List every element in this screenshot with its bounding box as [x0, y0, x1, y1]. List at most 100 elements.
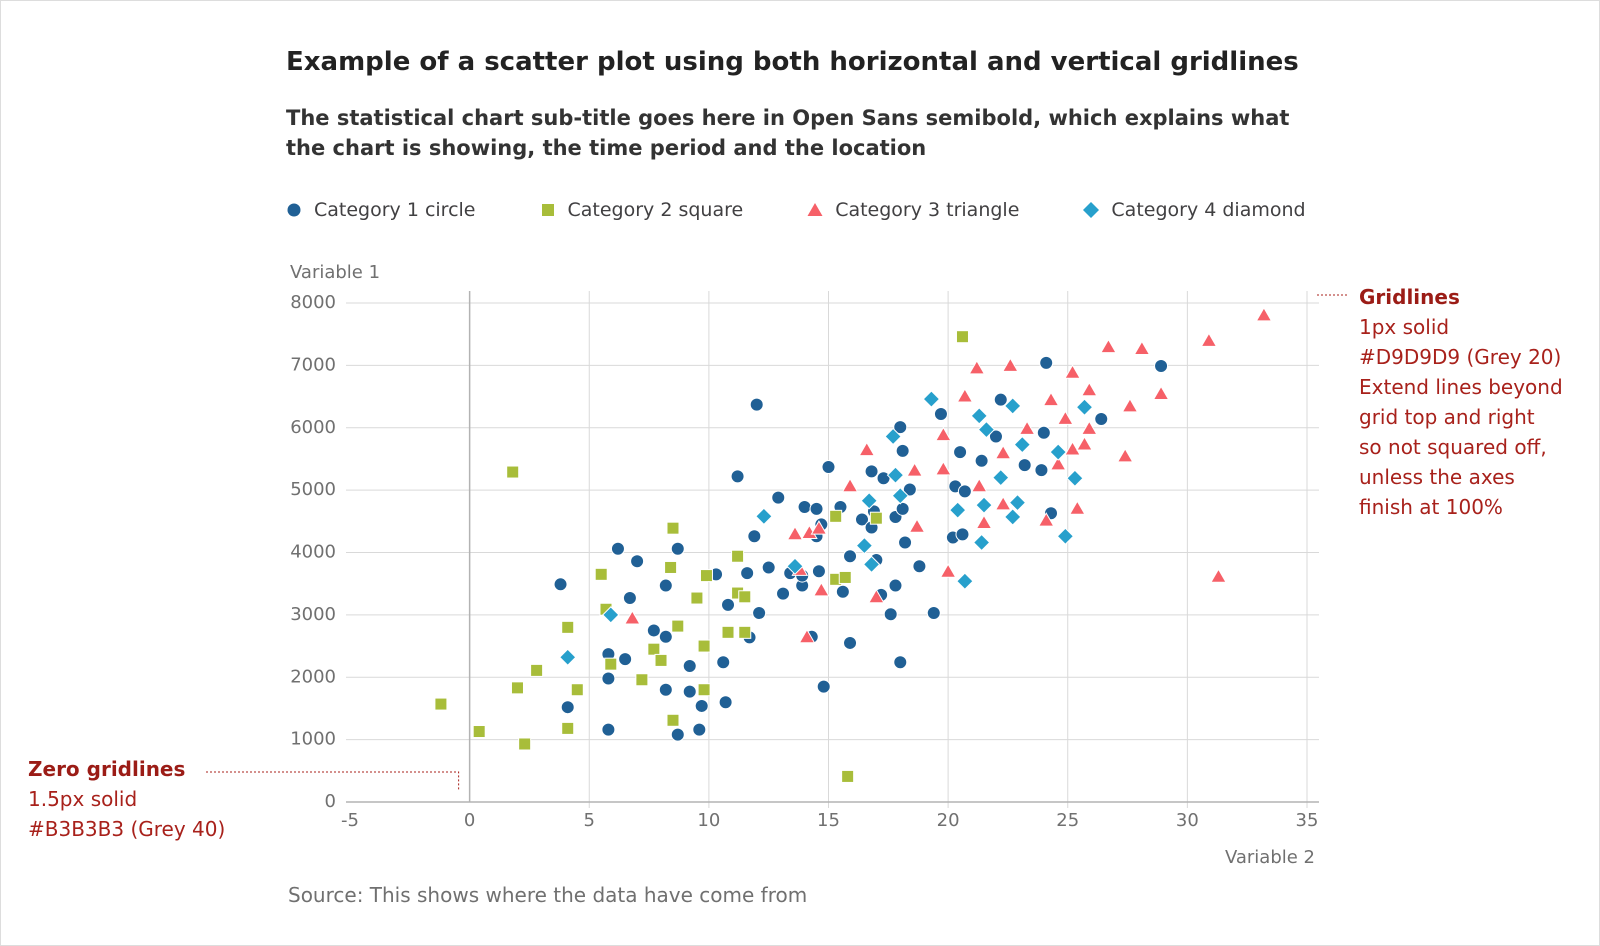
point	[953, 445, 968, 460]
point	[843, 549, 858, 564]
x-tick-label: 0	[464, 810, 475, 831]
legend-marker	[807, 203, 823, 216]
point	[1036, 425, 1051, 440]
point	[934, 426, 952, 442]
point	[553, 577, 568, 592]
point	[902, 482, 917, 497]
point	[786, 557, 804, 575]
note-line: #D9D9D9 (Grey 20)	[1359, 345, 1562, 369]
x-axis-label: Variable 2	[1225, 847, 1315, 868]
point	[1056, 527, 1075, 545]
point	[658, 682, 673, 697]
point	[797, 499, 812, 514]
point	[933, 407, 948, 422]
point	[1042, 391, 1060, 407]
point	[771, 490, 786, 505]
point	[610, 541, 625, 556]
point	[810, 520, 828, 535]
point	[738, 590, 752, 604]
point	[883, 607, 898, 622]
point	[888, 578, 903, 593]
point	[893, 655, 908, 670]
point	[694, 698, 709, 713]
point	[1076, 435, 1093, 451]
note-line: so not squared off,	[1359, 435, 1547, 459]
point	[1001, 357, 1019, 372]
note-line: grid top and right	[1359, 405, 1535, 429]
point	[977, 420, 996, 439]
point	[287, 203, 301, 217]
point	[716, 655, 731, 670]
x-tick-label: 20	[937, 810, 960, 831]
point	[721, 625, 735, 639]
point	[1075, 398, 1094, 416]
y-tick-label: 8000	[290, 292, 336, 313]
point	[1004, 508, 1022, 526]
point	[1116, 447, 1134, 463]
point	[884, 427, 902, 446]
x-tick-label: -5	[341, 810, 359, 831]
point	[975, 514, 993, 530]
y-tick-label: 7000	[290, 354, 336, 375]
point	[472, 725, 486, 739]
chart-subtitle: The statistical chart sub-title goes her…	[286, 106, 1290, 160]
point	[1037, 512, 1055, 527]
point	[855, 536, 874, 555]
point	[692, 722, 707, 737]
point	[838, 570, 852, 584]
point	[939, 563, 957, 578]
point	[955, 527, 970, 542]
point	[747, 529, 762, 544]
point	[786, 525, 804, 541]
point	[699, 569, 713, 583]
point	[664, 560, 678, 574]
y-tick-label: 0	[325, 791, 336, 812]
note-line: 1px solid	[1359, 315, 1450, 339]
x-tick-label: 30	[1176, 810, 1199, 831]
legend-marker	[1083, 202, 1100, 218]
point	[811, 564, 826, 579]
point	[635, 673, 649, 687]
point	[934, 460, 952, 476]
point	[869, 511, 883, 525]
point	[670, 727, 685, 742]
note-line: Extend lines beyond	[1359, 375, 1563, 399]
point	[821, 460, 836, 475]
point	[618, 652, 633, 667]
point	[721, 597, 736, 612]
point	[988, 429, 1003, 444]
point	[670, 541, 685, 556]
point	[974, 453, 989, 468]
y-tick-label: 6000	[290, 417, 336, 438]
legend-item: Category 3 triangle	[805, 199, 1019, 221]
legend-label: Category 2 square	[567, 199, 744, 221]
point	[1133, 340, 1151, 356]
gridlines-note: Gridlines 1px solid #D9D9D9 (Grey 20) Exten…	[1359, 282, 1563, 522]
y-tick-label: 4000	[290, 542, 336, 563]
point	[994, 495, 1012, 511]
point	[876, 471, 891, 486]
point	[993, 392, 1008, 407]
legend-label: Category 4 diamond	[1111, 199, 1306, 221]
point	[1154, 358, 1169, 373]
point	[601, 671, 616, 686]
x-tick-label: 15	[817, 810, 840, 831]
leader-line	[206, 771, 460, 791]
point	[891, 487, 909, 505]
note-line: unless the axes	[1359, 465, 1515, 489]
point	[906, 462, 923, 477]
point	[957, 484, 972, 499]
point	[841, 477, 859, 493]
point	[755, 507, 773, 526]
point	[955, 330, 969, 344]
legend-marker	[287, 203, 301, 217]
point	[970, 477, 988, 493]
point	[697, 639, 711, 653]
point	[1080, 420, 1098, 435]
point	[1017, 458, 1032, 473]
point	[867, 588, 885, 604]
point	[752, 606, 767, 621]
point	[908, 518, 926, 533]
point	[841, 769, 855, 783]
